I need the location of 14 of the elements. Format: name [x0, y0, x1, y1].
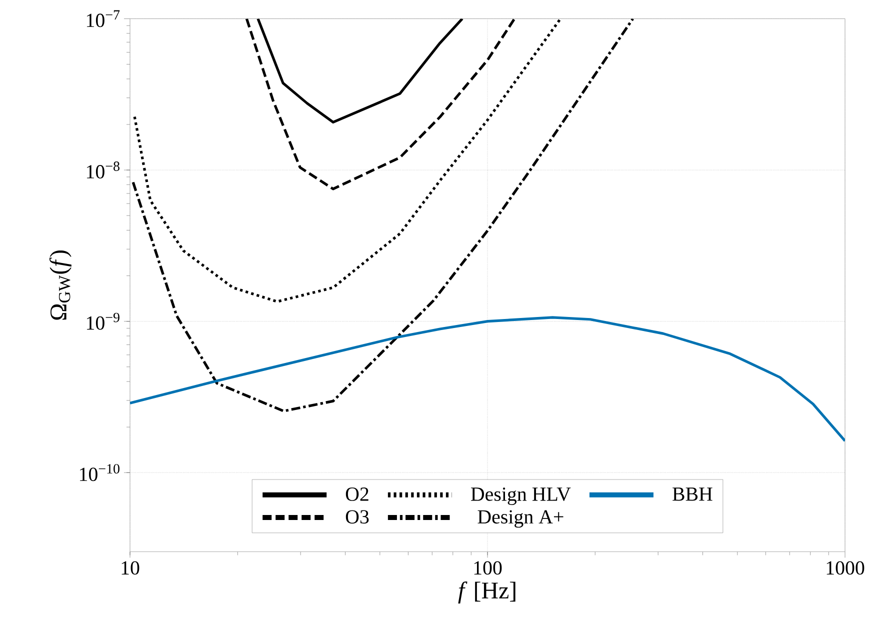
- y-tick-label: 10$^{−10}$: [80, 464, 120, 482]
- legend-label: Design HLV: [471, 488, 571, 505]
- y-axis-title: Ω$_{GW}$(f): [49, 250, 72, 320]
- x-tick-label: 10: [122, 561, 140, 575]
- legend-label: O2: [346, 488, 368, 501]
- y-tick-label: 10$^{−8}$: [86, 162, 120, 178]
- x-tick-label: 100: [474, 561, 502, 575]
- legend-label: BBH: [672, 488, 712, 501]
- legend-label: Design A+: [478, 510, 564, 528]
- y-tick-label: 10$^{−9}$: [86, 312, 120, 330]
- legend-label: O3: [346, 510, 369, 524]
- x-tick-label: 1000: [826, 561, 864, 575]
- y-tick-label: 10$^{−7}$: [86, 10, 120, 28]
- x-axis-title: f [Hz]: [458, 582, 516, 604]
